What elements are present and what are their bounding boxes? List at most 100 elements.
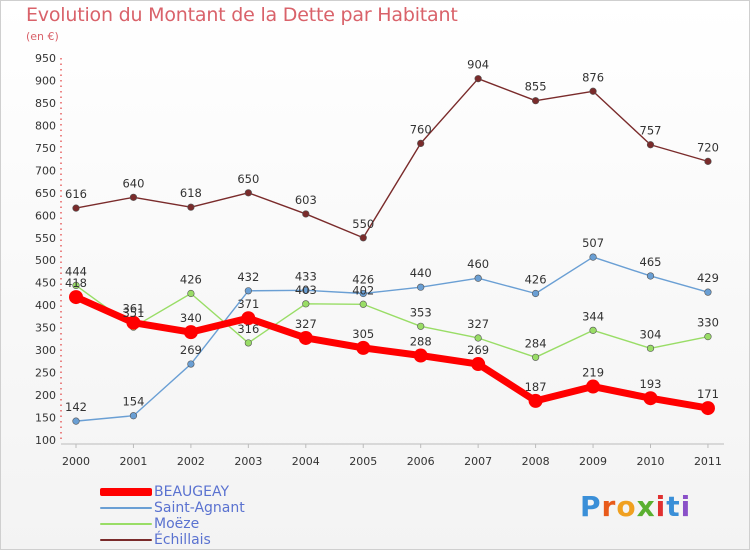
data-point xyxy=(474,274,482,282)
data-label: 340 xyxy=(180,311,202,325)
data-label: 154 xyxy=(122,395,144,409)
x-tick-label: 2011 xyxy=(694,455,722,468)
data-label: 330 xyxy=(697,316,719,330)
data-point xyxy=(531,353,540,361)
data-label: 219 xyxy=(582,366,604,380)
data-point xyxy=(72,417,80,425)
x-tick-label: 2004 xyxy=(292,455,320,468)
data-point xyxy=(302,210,310,218)
series-line--chillais xyxy=(75,77,709,239)
data-point xyxy=(298,330,313,345)
y-tick-label: 600 xyxy=(35,209,56,222)
data-label: 304 xyxy=(640,327,662,341)
legend-swatch xyxy=(100,523,152,525)
data-label: 171 xyxy=(697,387,719,401)
y-tick-label: 900 xyxy=(35,74,56,87)
data-label: 371 xyxy=(237,297,259,311)
data-point xyxy=(244,339,252,347)
data-label: 550 xyxy=(352,217,374,231)
data-point xyxy=(72,281,80,290)
data-label: 344 xyxy=(582,309,604,323)
data-point xyxy=(356,340,371,355)
x-tick-label: 2009 xyxy=(579,455,607,468)
data-point xyxy=(474,75,482,83)
data-point xyxy=(474,334,482,342)
data-label: 353 xyxy=(410,305,432,319)
data-point xyxy=(359,289,367,298)
x-tick-label: 2010 xyxy=(637,455,665,468)
logo-letter: x xyxy=(636,490,656,523)
data-label: 618 xyxy=(180,186,202,200)
data-point xyxy=(129,412,138,420)
data-label: 402 xyxy=(352,283,374,297)
data-point xyxy=(72,204,80,212)
data-label: 327 xyxy=(467,317,489,331)
data-label: 327 xyxy=(295,317,317,331)
legend-item: Échillais xyxy=(100,532,245,548)
x-tick-label: 2003 xyxy=(234,455,262,468)
x-tick-label: 2008 xyxy=(522,455,550,468)
y-tick-label: 500 xyxy=(35,254,56,267)
x-tick-label: 2002 xyxy=(177,455,205,468)
logo-letter: o xyxy=(616,490,637,523)
logo-letter: r xyxy=(601,490,617,523)
data-point xyxy=(129,193,138,201)
legend-label: Échillais xyxy=(154,532,211,548)
legend-label: Saint-Agnant xyxy=(154,500,245,516)
data-label: 760 xyxy=(410,122,432,136)
data-point xyxy=(126,315,141,330)
data-label: 507 xyxy=(582,236,604,250)
data-point xyxy=(417,139,425,147)
data-label: 269 xyxy=(180,343,202,357)
data-label: 433 xyxy=(295,269,317,283)
data-label: 284 xyxy=(525,336,547,350)
data-point xyxy=(417,283,425,291)
data-point xyxy=(646,272,655,280)
legend-swatch xyxy=(100,488,152,496)
y-tick-label: 200 xyxy=(35,389,56,402)
y-tick-label: 400 xyxy=(35,299,56,312)
y-tick-label: 150 xyxy=(35,412,56,425)
data-label: 418 xyxy=(65,276,87,290)
logo-letter: t xyxy=(666,490,681,523)
series-line-saint-agnant xyxy=(75,256,709,422)
data-label: 444 xyxy=(65,264,87,278)
data-point xyxy=(589,326,597,334)
data-point xyxy=(586,379,601,394)
data-label: 193 xyxy=(640,377,662,391)
data-label: 465 xyxy=(640,255,662,269)
y-tick-label: 700 xyxy=(35,164,56,177)
data-label: 361 xyxy=(122,302,144,316)
data-point xyxy=(646,344,655,352)
data-label: 426 xyxy=(180,272,202,286)
series-line-beaugeay xyxy=(72,293,712,412)
x-tick-label: 2001 xyxy=(119,455,147,468)
y-tick-label: 250 xyxy=(35,367,56,380)
data-point xyxy=(589,253,597,261)
legend-swatch xyxy=(100,507,152,509)
data-point xyxy=(471,357,486,372)
data-point xyxy=(241,311,256,326)
data-label: 440 xyxy=(410,266,432,280)
data-point xyxy=(700,401,715,416)
data-label: 426 xyxy=(352,272,374,286)
data-label: 876 xyxy=(582,70,604,84)
y-tick-label: 800 xyxy=(35,119,56,132)
data-label: 720 xyxy=(697,140,719,154)
data-point xyxy=(183,325,198,340)
data-point xyxy=(704,157,712,165)
data-label: 460 xyxy=(467,257,489,271)
y-tick-label: 350 xyxy=(35,322,56,335)
data-point xyxy=(531,97,540,105)
data-label: 288 xyxy=(410,335,432,349)
logo-letter: P xyxy=(580,490,602,523)
series-line-mo-ze xyxy=(75,284,709,359)
data-point xyxy=(704,288,712,296)
data-label: 142 xyxy=(65,400,87,414)
y-tick-label: 550 xyxy=(35,232,56,245)
data-label: 305 xyxy=(352,327,374,341)
data-point xyxy=(187,289,195,298)
proxiti-logo: Proxiti xyxy=(580,490,691,523)
